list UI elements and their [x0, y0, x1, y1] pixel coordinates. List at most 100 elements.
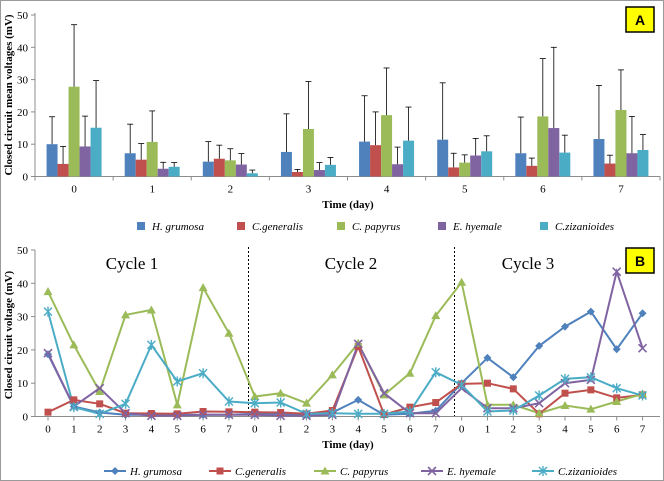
chart-b-point [431, 311, 441, 320]
chart-a-x-tick-label: 4 [384, 184, 390, 196]
chart-b-point [405, 368, 415, 377]
chart-b-point [483, 353, 492, 362]
chart-a-x-tick-label: 7 [618, 184, 624, 196]
chart-a-bar [124, 153, 136, 177]
chart-b-point [405, 406, 415, 417]
chart-b-point [146, 339, 156, 350]
chart-b-point [508, 405, 518, 416]
cycle-1-label: Cycle 1 [106, 254, 158, 273]
chart-b-point [612, 267, 622, 277]
chart-a-y-tick-label: 0 [23, 172, 29, 184]
chart-a-legend-label: H. grumosa [151, 221, 204, 233]
chart-a-legend-label: C.zizanioides [555, 221, 614, 233]
chart-b-point [353, 339, 363, 349]
chart-b-point [147, 410, 155, 418]
chart-b-point [586, 372, 596, 383]
chart-b-x-tick-label: 3 [330, 424, 336, 436]
chart-a-bar [537, 116, 549, 177]
chart-b-point [320, 466, 330, 475]
chart-a-bar [235, 164, 247, 177]
chart-a-bar [79, 146, 91, 177]
chart-a-bar [403, 140, 415, 177]
chart-b-x-tick-label: 5 [175, 424, 181, 436]
chart-b-x-tick-label: 5 [588, 424, 594, 436]
chart-b-point [538, 466, 548, 476]
chart-b-point [121, 398, 131, 409]
chart-b-point [638, 390, 648, 401]
chart-b-point [534, 398, 544, 408]
chart-b-x-tick-label: 2 [304, 424, 310, 436]
chart-a-bar [68, 86, 80, 177]
chart-b-x-tick-label: 1 [71, 424, 77, 436]
chart-b-point [95, 408, 105, 419]
chart-b-point [276, 388, 286, 397]
chart-a-x-tick-label: 3 [306, 184, 312, 196]
chart-a-bar [604, 163, 616, 177]
chart-b-x-tick-label: 6 [200, 424, 206, 436]
chart-b-x-axis-label: Time (day) [322, 439, 374, 451]
chart-a-bar [459, 162, 471, 177]
chart-b-point [534, 408, 544, 417]
chart-b-legend-label: E. hyemale [446, 466, 496, 478]
chart-b-point [327, 370, 337, 379]
chart-b-y-tick-label: 0 [23, 412, 29, 424]
chart-a-bar [246, 173, 258, 177]
chart-b-point [431, 408, 441, 418]
chart-b-point [172, 376, 182, 387]
chart-a-bar [615, 109, 627, 177]
chart-b-x-tick-label: 5 [381, 424, 387, 436]
chart-a-bar [626, 153, 638, 177]
chart-a-x-tick-label: 0 [71, 184, 77, 196]
chart-b-x-tick-label: 1 [278, 424, 284, 436]
chart-b-point [250, 392, 260, 401]
chart-b-point [379, 388, 389, 398]
chart-b-point [43, 287, 53, 296]
chart-b-x-tick-label: 1 [485, 424, 491, 436]
chart-b-point [198, 283, 208, 292]
chart-b-point [431, 406, 440, 415]
chart-a-bar [302, 129, 314, 177]
chart-b: 0 10 20 30 40 50 0 1 2 3 4 5 6 7 0 1 2 3 4 5 6 7 0 1 2 3 4 5 6 7 Cyc… [3, 245, 660, 478]
chart-b-x-tick-label: 4 [562, 424, 568, 436]
chart-b-legend: H. grumosa C.generalis C. papyrus E. hyemal… [104, 466, 617, 478]
chart-b-y-tick-label: 50 [17, 245, 29, 257]
chart-a-legend-swatch [540, 222, 548, 230]
chart-b-x-tick-label: 3 [536, 424, 542, 436]
chart-b-point [277, 409, 285, 417]
chart-b-point [638, 309, 647, 318]
chart-b-x-tick-label: 2 [97, 424, 103, 436]
chart-b-x-tick-label: 7 [226, 424, 232, 436]
chart-a-x-tick-label: 2 [228, 184, 234, 196]
chart-b-series-line [47, 311, 643, 415]
chart-b-x-tick-label: 2 [511, 424, 517, 436]
chart-a-bar [213, 158, 225, 177]
chart-a-bar [637, 150, 649, 177]
chart-b-point [173, 410, 181, 418]
chart-b-point [43, 306, 53, 317]
chart-b-panel-label: B [625, 247, 655, 274]
chart-a-y-tick-label: 10 [17, 139, 29, 151]
chart-b-legend-label: C. papyrus [340, 466, 388, 478]
chart-b-point [69, 340, 79, 349]
chart-a-bar [157, 168, 169, 177]
chart-b-point [224, 328, 234, 337]
chart-a-legend-label: C.generalis [252, 221, 303, 233]
chart-a-bar [46, 144, 58, 177]
chart-a-bar [359, 141, 371, 177]
chart-a-bar [470, 155, 482, 177]
chart-a-bar [448, 167, 460, 177]
chart-b-point [379, 408, 389, 419]
chart-a-bar [392, 164, 404, 177]
chart-b-point [95, 387, 105, 396]
chart-b-y-tick-label: 40 [17, 278, 29, 290]
chart-b-point [250, 398, 260, 409]
chart-b-point [224, 396, 234, 407]
chart-a-legend-swatch [438, 222, 446, 230]
chart-a-bar [526, 165, 538, 177]
chart-a-bar [437, 139, 449, 177]
chart-a-y-axis-label: Closed circuit mean voltages (mV) [3, 14, 15, 175]
chart-b-point [612, 345, 621, 354]
chart-b-point [70, 396, 78, 404]
chart-b-point [146, 411, 156, 421]
